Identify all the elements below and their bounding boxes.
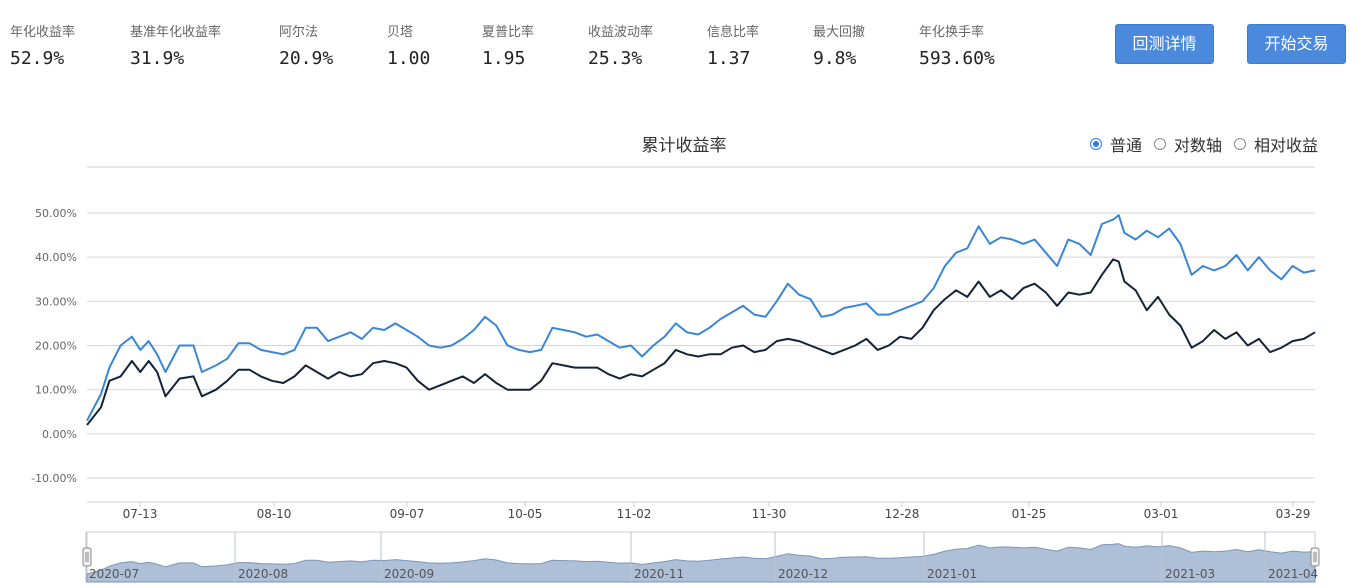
metric-value: 1.95 <box>482 48 526 69</box>
navigator-label: 2020-11 <box>634 567 684 581</box>
navigator-label: 2020-09 <box>384 567 434 581</box>
metric-alpha: 阿尔法 20.9% <box>279 24 333 69</box>
y-tick-label: 30.00% <box>35 295 77 308</box>
start-trading-button[interactable]: 开始交易 <box>1247 24 1346 64</box>
metric-benchmark-annual-return: 基准年化收益率 31.9% <box>130 24 221 69</box>
x-tick-label: 09-07 <box>390 507 425 521</box>
strategy-line <box>86 214 1316 422</box>
metric-label: 夏普比率 <box>482 25 535 40</box>
scale-option-relative[interactable]: 相对收益 <box>1234 132 1318 156</box>
metric-value: 52.9% <box>10 48 65 69</box>
scale-option-normal[interactable]: 普通 <box>1090 132 1142 156</box>
scale-option-label: 对数轴 <box>1174 136 1223 155</box>
radio-selected-icon <box>1090 138 1102 150</box>
metric-value: 1.00 <box>387 48 431 69</box>
navigator-label: 2020-12 <box>778 567 828 581</box>
radio-icon <box>1154 138 1167 150</box>
radio-icon <box>1234 138 1247 150</box>
scale-option-label: 相对收益 <box>1254 136 1319 155</box>
metric-information-ratio: 信息比率 1.37 <box>707 24 759 69</box>
x-tick-label: 01-25 <box>1012 507 1047 521</box>
x-tick-label: 12-28 <box>885 507 920 521</box>
metric-max-drawdown: 最大回撤 9.8% <box>813 24 865 69</box>
navigator-label: 2021-03 <box>1165 567 1215 581</box>
metric-value: 9.8% <box>813 48 857 69</box>
metric-label: 阿尔法 <box>279 25 319 40</box>
navigator-right-handle[interactable] <box>1310 547 1320 567</box>
y-tick-label: -10.00% <box>31 472 77 485</box>
benchmark-line <box>86 258 1316 426</box>
y-tick-label: 40.00% <box>35 251 77 264</box>
metric-label: 贝塔 <box>387 25 414 40</box>
navigator-label: 2020-07 <box>89 567 139 581</box>
y-tick-label: 20.00% <box>35 340 77 353</box>
y-tick-label: 0.00% <box>42 428 77 441</box>
y-tick-label: 10.00% <box>35 384 77 397</box>
x-tick-label: 03-29 <box>1276 507 1311 521</box>
metric-label: 年化换手率 <box>919 25 985 40</box>
navigator-area <box>86 543 1316 583</box>
scale-options: 普通 对数轴 相对收益 <box>1090 132 1330 156</box>
metric-label: 最大回撤 <box>813 25 866 40</box>
navigator-left-handle[interactable] <box>82 547 92 567</box>
metric-label: 年化收益率 <box>10 25 76 40</box>
metric-turnover: 年化换手率 593.60% <box>919 24 995 69</box>
metric-sharpe: 夏普比率 1.95 <box>482 24 534 69</box>
metric-value: 1.37 <box>707 48 751 69</box>
metric-label: 基准年化收益率 <box>130 25 222 40</box>
x-tick-label: 08-10 <box>257 507 292 521</box>
metric-value: 593.60% <box>919 48 995 69</box>
scale-option-log[interactable]: 对数轴 <box>1154 132 1222 156</box>
y-tick-label: 50.00% <box>35 207 77 220</box>
metric-value: 20.9% <box>279 48 334 69</box>
metric-volatility: 收益波动率 25.3% <box>588 24 653 69</box>
navigator-label: 2021-04 <box>1268 567 1318 581</box>
navigator-label: 2020-08 <box>238 567 288 581</box>
x-tick-label: 03-01 <box>1144 507 1179 521</box>
backtest-details-button[interactable]: 回测详情 <box>1115 24 1214 64</box>
x-tick-label: 10-05 <box>508 507 543 521</box>
metric-value: 31.9% <box>130 48 185 69</box>
metric-label: 信息比率 <box>707 25 760 40</box>
scale-option-label: 普通 <box>1110 136 1143 155</box>
navigator-label: 2021-01 <box>927 567 977 581</box>
x-tick-label: 11-30 <box>752 507 787 521</box>
metric-label: 收益波动率 <box>588 25 654 40</box>
chart-title: 累计收益率 <box>641 136 727 156</box>
metric-annual-return: 年化收益率 52.9% <box>10 24 75 69</box>
x-tick-label: 07-13 <box>123 507 158 521</box>
metric-value: 25.3% <box>588 48 643 69</box>
metric-beta: 贝塔 1.00 <box>387 24 430 69</box>
x-tick-label: 11-02 <box>617 507 652 521</box>
